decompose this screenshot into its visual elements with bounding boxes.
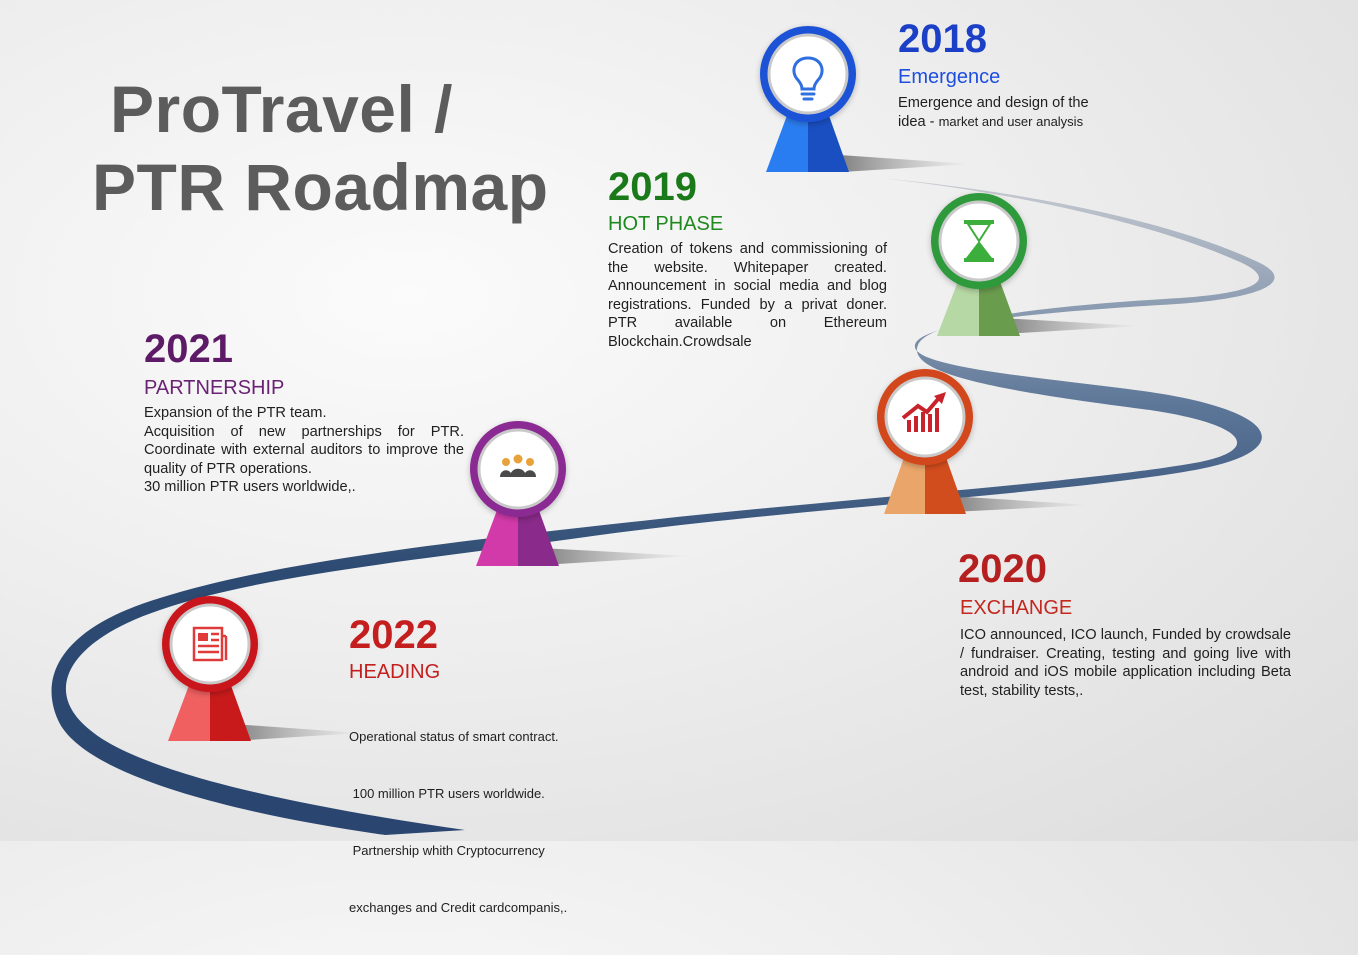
pin-shadow-2021 xyxy=(540,548,690,565)
pin-shadow-2020 xyxy=(950,496,1090,512)
phase-2018: Emergence xyxy=(898,66,1001,88)
desc-2018-line-2a: idea - xyxy=(898,113,939,130)
pin-2022-base-dark xyxy=(210,680,251,741)
desc-2021-line-1: Expansion of the PTR team. xyxy=(144,405,327,421)
pin-2020-base-dark xyxy=(925,452,966,514)
pin-2019-base-dark xyxy=(979,276,1020,336)
pin-2019-base-light xyxy=(937,276,979,336)
pin-2021-base-dark xyxy=(518,505,559,566)
phase-2022: HEADING xyxy=(349,661,441,683)
pin-2019 xyxy=(931,193,1027,336)
desc-2020: ICO announced, ICO launch, Funded by cro… xyxy=(960,627,1291,699)
pin-2018 xyxy=(760,26,856,172)
desc-2021-line-3: 30 million PTR users worldwide,. xyxy=(144,479,356,495)
pin-2022-base-light xyxy=(168,680,210,741)
desc-2021-line-2: Acquisition of new partnerships for PTR.… xyxy=(144,423,464,477)
pin-2020 xyxy=(877,369,973,514)
lightbulb-icon xyxy=(792,56,824,101)
pin-shadow-2018 xyxy=(840,155,970,172)
pin-2020-base-light xyxy=(884,452,925,514)
pin-2018-base-dark xyxy=(808,110,849,172)
desc-2022-line-1: Operational status of smart contract. xyxy=(349,729,559,744)
team-icon xyxy=(500,454,536,477)
growth-chart-icon xyxy=(901,392,946,432)
year-2021: 2021 xyxy=(144,327,233,371)
pin-shadow-2019 xyxy=(1000,318,1140,334)
roadmap-artwork xyxy=(51,26,1275,835)
pin-2018-base-light xyxy=(766,110,808,172)
year-2018: 2018 xyxy=(898,17,987,61)
year-2020: 2020 xyxy=(958,547,1047,591)
year-2019: 2019 xyxy=(608,165,697,209)
desc-2021: Expansion of the PTR team. Acquisition o… xyxy=(144,404,464,497)
desc-2018-line-1: Emergence and design of the xyxy=(898,95,1089,111)
page-title: ProTravel / PTR Roadmap xyxy=(92,70,549,226)
desc-2022: Operational status of smart contract. 10… xyxy=(349,689,609,955)
desc-2022-line-2: 100 million PTR users worldwide. xyxy=(349,786,545,801)
desc-2019: Creation of tokens and commissioning of … xyxy=(608,241,887,350)
desc-2022-line-4: exchanges and Credit cardcompanis,. xyxy=(349,900,568,915)
newspaper-icon xyxy=(192,626,228,662)
title-line-1: ProTravel / xyxy=(110,72,454,146)
title-line-2: PTR Roadmap xyxy=(92,150,549,224)
hourglass-icon xyxy=(964,220,994,262)
pin-2022 xyxy=(162,596,258,741)
pin-2021 xyxy=(470,421,566,566)
pin-shadow-2022 xyxy=(232,724,360,741)
roadmap-infographic: ProTravel / PTR Roadmap 2018 Emergence E… xyxy=(51,17,1291,915)
desc-2022-line-3: Partnership whith Cryptocurrency xyxy=(349,843,545,858)
desc-2018-line-2b: market and user analysis xyxy=(938,113,1084,129)
phase-2020: EXCHANGE xyxy=(960,597,1073,619)
year-2022: 2022 xyxy=(349,613,438,657)
phase-2019: HOT PHASE xyxy=(608,213,724,235)
phase-2021: PARTNERSHIP xyxy=(144,377,285,399)
pin-2018-face xyxy=(767,33,849,115)
pin-2022-face xyxy=(169,603,251,685)
desc-2018: Emergence and design of the idea - marke… xyxy=(898,94,1138,131)
pin-2021-base-light xyxy=(476,505,518,566)
